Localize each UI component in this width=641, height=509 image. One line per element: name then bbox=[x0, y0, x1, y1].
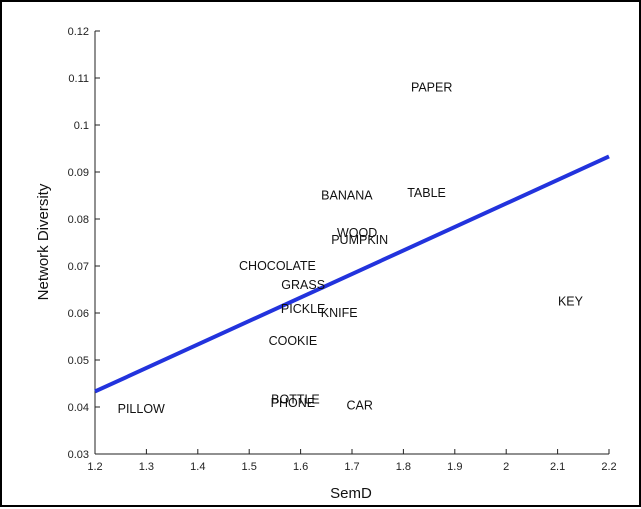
y-tick-label: 0.08 bbox=[68, 214, 89, 226]
x-tick-label: 1.3 bbox=[139, 461, 154, 473]
y-tick-label: 0.04 bbox=[68, 402, 89, 414]
y-axis-title: Network Diversity bbox=[35, 183, 52, 300]
y-tick-label: 0.11 bbox=[68, 73, 89, 85]
x-tick-label: 1.6 bbox=[293, 461, 308, 473]
point-label-wood: WOOD bbox=[337, 226, 377, 240]
point-label-pillow: PILLOW bbox=[118, 402, 165, 416]
x-axis-title: SemD bbox=[330, 485, 372, 502]
point-label-bottle: BOTTLE bbox=[271, 392, 320, 406]
x-tick-label: 1.7 bbox=[344, 461, 359, 473]
fit-line-group bbox=[94, 154, 610, 394]
regression-line bbox=[94, 154, 610, 394]
point-label-banana: BANANA bbox=[321, 189, 373, 203]
x-tick-label: 1.9 bbox=[447, 461, 462, 473]
point-label-cookie: COOKIE bbox=[269, 334, 318, 348]
y-tick-label: 0.06 bbox=[68, 308, 89, 320]
y-tick-label: 0.03 bbox=[68, 449, 89, 461]
point-label-pumpkin: PUMPKIN bbox=[331, 233, 388, 247]
y-tick-label: 0.05 bbox=[68, 355, 89, 367]
point-label-table: TABLE bbox=[407, 186, 446, 200]
y-tick-label: 0.07 bbox=[68, 261, 89, 273]
point-label-knife: KNIFE bbox=[321, 306, 358, 320]
point-label-grass: GRASS bbox=[281, 278, 325, 292]
x-tick-label: 1.4 bbox=[190, 461, 205, 473]
x-tick-label: 1.8 bbox=[396, 461, 411, 473]
x-tick-label: 2 bbox=[503, 461, 509, 473]
y-tick-label: 0.09 bbox=[68, 167, 89, 179]
y-tick-label: 0.12 bbox=[68, 26, 89, 38]
point-label-key: KEY bbox=[558, 294, 584, 308]
axes: 1.2 1.3 1.4 1.5 1.6 1.7 1.8 1.9 2 2.1 2.2 0.03 0.04 0… bbox=[68, 26, 617, 473]
y-tick-label: 0.1 bbox=[74, 120, 89, 132]
x-tick-label: 2.1 bbox=[550, 461, 565, 473]
point-label-paper: PAPER bbox=[411, 80, 452, 94]
point-label-pickle: PICKLE bbox=[281, 302, 325, 316]
x-tick-label: 2.2 bbox=[601, 461, 616, 473]
point-label-car: CAR bbox=[347, 399, 373, 413]
point-label-chocolate: CHOCOLATE bbox=[239, 259, 316, 273]
x-tick-label: 1.5 bbox=[242, 461, 257, 473]
x-tick-label: 1.2 bbox=[87, 461, 102, 473]
point-label-phone: PHONE bbox=[271, 396, 315, 410]
